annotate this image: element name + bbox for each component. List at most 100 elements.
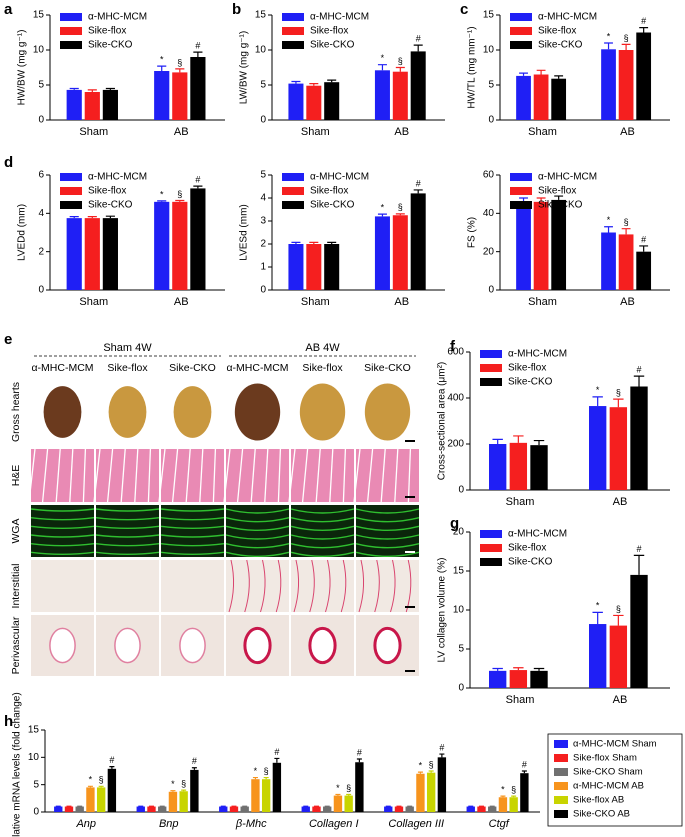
significance-label: § [177, 57, 182, 67]
panel-letter: f [450, 338, 456, 355]
significance-label: * [160, 189, 164, 199]
panel-letter: h [4, 713, 13, 730]
x-tick-label: Anp [75, 818, 96, 830]
bar [509, 797, 518, 812]
legend-label: Sike-flox [88, 186, 126, 197]
membrane [225, 542, 290, 549]
bar [551, 199, 567, 290]
membrane [95, 542, 160, 547]
significance-label: * [607, 215, 611, 225]
micrograph-tile [226, 559, 289, 613]
legend-label: Sike-flox [310, 26, 348, 37]
error-bar [87, 215, 97, 219]
cell-border [120, 448, 126, 503]
bar [530, 670, 548, 688]
micrograph-tile [96, 378, 159, 446]
significance-label: § [511, 785, 516, 795]
error-bar [181, 789, 187, 792]
row-label: WGA [10, 518, 22, 543]
legend-label: Sike-CKO [88, 200, 133, 211]
y-tick-label: 5 [488, 80, 494, 91]
legend-swatch [282, 173, 304, 181]
significance-label: § [99, 775, 104, 785]
membrane [290, 534, 355, 540]
bar [64, 806, 74, 812]
significance-label: # [195, 174, 200, 184]
micrograph-tile [93, 448, 159, 503]
significance-label: * [381, 202, 385, 212]
panel-letter: g [450, 515, 459, 532]
bar [520, 773, 529, 812]
y-tick-label: 4 [38, 208, 44, 219]
significance-label: * [89, 775, 93, 785]
error-bar [377, 213, 387, 217]
y-axis-label: LVEDd (mm) [17, 204, 28, 261]
column-label: Sike-flox [107, 362, 148, 374]
collagen [275, 559, 282, 613]
error-bar [170, 790, 176, 792]
legend-label: α-MHC-MCM [88, 172, 147, 183]
error-bar [613, 398, 624, 408]
cell-border [277, 448, 282, 503]
legend-swatch [60, 201, 82, 209]
y-tick-label: 0 [38, 115, 44, 126]
bar [102, 89, 118, 120]
significance-label: # [416, 178, 421, 188]
bar [437, 757, 447, 812]
vessel [308, 626, 337, 665]
micrograph-tile [30, 505, 95, 557]
bar [251, 779, 260, 812]
y-axis-label: HW/BW (mg g⁻¹) [17, 30, 28, 106]
membrane [160, 542, 225, 547]
bar [240, 806, 249, 812]
bar [533, 74, 549, 120]
error-bar [621, 43, 631, 50]
y-tick-label: 1 [260, 262, 266, 273]
legend-swatch [510, 201, 532, 209]
significance-label: # [641, 16, 646, 26]
y-axis-label: Relative mRNA levels (fold change) [12, 692, 23, 837]
error-bar [417, 771, 423, 774]
bar [636, 32, 652, 120]
cell-border [353, 448, 361, 503]
membrane [160, 508, 225, 512]
significance-label: * [501, 785, 505, 795]
membrane [30, 551, 95, 556]
legend-label: α-MHC-MCM [310, 172, 369, 183]
error-bar [309, 83, 319, 86]
error-bar [274, 757, 280, 763]
membrane [225, 525, 290, 531]
bar [333, 795, 343, 812]
legend-swatch [480, 544, 502, 552]
y-tick-label: 5 [33, 779, 39, 790]
x-tick-label: Sham [301, 126, 330, 138]
bar [96, 787, 106, 812]
x-tick-label: Sham [528, 296, 557, 308]
membrane [160, 551, 225, 556]
bar [609, 407, 628, 490]
bar [324, 82, 340, 120]
x-tick-label: AB [394, 296, 409, 308]
y-tick-label: 4 [260, 193, 266, 204]
significance-label: * [596, 385, 600, 395]
bar [261, 779, 271, 812]
cell-border [69, 448, 74, 503]
heart [234, 383, 281, 441]
membrane [95, 551, 160, 556]
significance-label: * [596, 601, 600, 611]
micrograph-tile [291, 559, 354, 613]
cell-border [407, 448, 412, 503]
error-bar [193, 51, 203, 57]
legend-swatch [554, 782, 568, 790]
legend-label: α-MHC-MCM Sham [573, 739, 657, 750]
micrograph-tile [223, 448, 289, 503]
cell-border [171, 448, 179, 503]
x-tick-label: AB [394, 126, 409, 138]
error-bar [263, 776, 269, 780]
collagen [358, 559, 365, 613]
collagen [309, 559, 315, 613]
significance-label: * [160, 54, 164, 64]
bar [190, 57, 206, 120]
cell-border [93, 448, 101, 503]
micrograph-tile [96, 560, 159, 612]
